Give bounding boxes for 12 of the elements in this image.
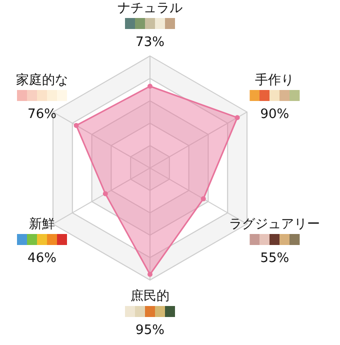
spoke-label: 新鮮: [29, 217, 55, 232]
text: 76%: [28, 107, 56, 122]
text: 73%: [136, 35, 164, 50]
spoke-label: ラグジュアリー: [229, 217, 320, 232]
spoke-label: 庶民的: [130, 288, 170, 304]
text: 90%: [260, 107, 290, 122]
text: 55%: [260, 251, 290, 266]
spoke-label: 手作り: [255, 73, 294, 88]
spoke-label: ナチュラル: [118, 1, 182, 16]
text: 95%: [136, 323, 164, 338]
text: 46%: [28, 251, 56, 266]
spoke-label: 家庭的な: [16, 72, 68, 88]
